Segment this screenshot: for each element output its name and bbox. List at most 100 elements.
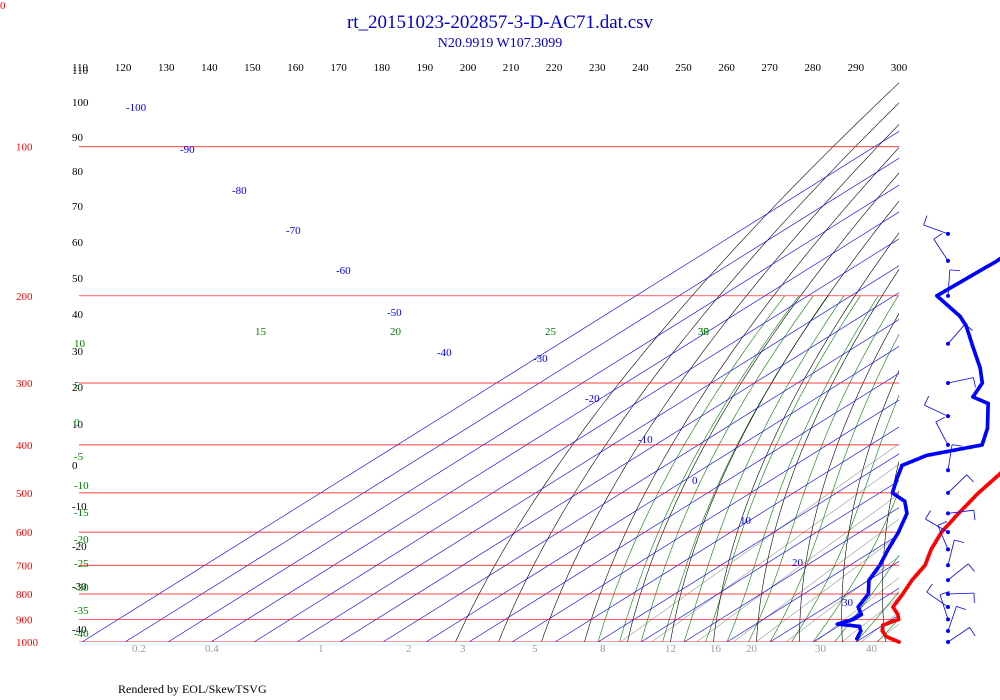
chart-title: rt_20151023-202857-3-D-AC71.dat.csv (346, 12, 654, 33)
mixing-ratio-lines (620, 444, 899, 642)
isotherm-label: -30 (533, 353, 548, 365)
moist-adiabat-line (942, 296, 1000, 642)
dry-adiabat-label: -40 (72, 624, 87, 636)
moist-adiabat-left-label: -10 (74, 480, 89, 492)
wind-barb-flag (954, 539, 965, 543)
dry-adiabat-label: 20 (72, 382, 84, 394)
mixing-ratio-label: 12 (665, 643, 676, 655)
dry-adiabat-label: 90 (72, 132, 84, 144)
moist-adiabat-label: 20 (390, 326, 402, 338)
isotherm-line (124, 157, 899, 642)
dry-adiabat-label: 110 (72, 65, 89, 77)
dry-adiabat-label: 10 (72, 419, 84, 431)
wind-barb-staff (933, 238, 949, 262)
wind-barb-flag (923, 215, 928, 226)
moist-adiabat-left-label: -20 (74, 534, 89, 546)
moist-adiabat-left-label: -40 (74, 628, 89, 640)
isotherm-label: -90 (180, 144, 195, 156)
wind-barb-flag (967, 563, 975, 572)
pressure-label: 1000 (16, 637, 39, 649)
isotherm-label: 10 (740, 515, 752, 527)
mixing-ratio-label: 8 (600, 643, 606, 655)
moist-adiabat-line (640, 295, 814, 642)
x-axis-tick-label: 130 (158, 62, 175, 74)
pressure-label: 400 (16, 440, 33, 452)
pressure-label: 300 (16, 378, 33, 390)
dry-adiabat-line (541, 123, 899, 642)
moist-adiabat-line (921, 296, 1000, 642)
isotherm-label: -100 (126, 102, 147, 114)
isotherm-label: -10 (638, 434, 653, 446)
wind-barb-flag (952, 444, 962, 447)
moist-adiabat-line (619, 295, 800, 642)
x-axis-tick-label: 150 (244, 62, 261, 74)
moist-adiabat-line (597, 295, 785, 642)
grid-labels: 110 120 130 140 150 160 170 180 190 200 210 220 230 2… (16, 62, 908, 655)
isotherm-line (210, 211, 899, 642)
dry-adiabat-line (882, 460, 899, 642)
wind-barb-staff (947, 377, 974, 384)
isotherm-line (425, 346, 899, 642)
wind-barb-flag (926, 583, 933, 593)
isotherm-line (511, 399, 899, 642)
x-axis-tick-label: 220 (546, 62, 563, 74)
isotherm-line (683, 507, 899, 642)
wind-barb-staff (923, 224, 949, 235)
dry-adiabat-line (841, 369, 899, 642)
x-axis-tick-label: 110 (72, 62, 89, 74)
wind-barb-flag (973, 510, 976, 521)
isotherm-line (597, 453, 899, 642)
isotherm-line (468, 372, 899, 642)
moist-adiabat-line (705, 295, 861, 642)
isotherm-label: -80 (232, 185, 247, 197)
x-axis-tick-label: 170 (330, 62, 347, 74)
wind-barb-staff (935, 421, 949, 446)
wind-barb-flag (973, 377, 976, 388)
isotherm-label: 30 (842, 597, 854, 609)
wind-barb-flag (925, 510, 931, 520)
mixing-ratio-label: 3 (460, 643, 466, 655)
mixing-ratio-label: 2 (406, 643, 412, 655)
moist-adiabat-left-label: -15 (74, 507, 89, 519)
corner-label: 0 (0, 0, 6, 12)
mixing-ratio-label: 0.4 (205, 643, 219, 655)
moist-adiabat-left-label: -25 (74, 558, 89, 570)
wind-barb-staff (947, 592, 975, 595)
isotherm-label: 20 (792, 557, 804, 569)
wind-barb-flag (924, 395, 930, 406)
wind-barb-flag (969, 627, 976, 637)
isotherm-label: 0 (692, 475, 698, 487)
dry-adiabat-label: -30 (72, 581, 87, 593)
dry-adiabat-line (756, 269, 899, 642)
moist-adiabat-line (855, 591, 899, 642)
dry-adiabat-label: 70 (72, 201, 84, 213)
wind-barb-staff (937, 525, 949, 550)
mixing-ratio-label: 0.2 (132, 643, 146, 655)
mixing-ratio-line (815, 577, 899, 642)
moist-adiabat-left-label: 5 (74, 380, 80, 392)
moist-adiabat-label: 25 (545, 326, 557, 338)
dry-adiabat-line (455, 82, 899, 642)
isotherm-line (339, 292, 899, 642)
mixing-ratio-label: 5 (532, 643, 538, 655)
x-axis-tick-label: 300 (891, 62, 908, 74)
moist-adiabat-line (812, 489, 899, 642)
x-axis-tick-label: 240 (632, 62, 649, 74)
wind-barb-staff (947, 269, 951, 296)
x-axis-tick-label: 290 (848, 62, 865, 74)
wind-barb-flag (956, 606, 967, 610)
wind-barb-staff (947, 323, 966, 345)
dry-adiabat-line (799, 312, 899, 642)
isotherm-line (554, 426, 899, 642)
moist-adiabat-label: 10 (74, 338, 86, 350)
pressure-label: 200 (16, 291, 33, 303)
x-axis-tick-label: 140 (201, 62, 218, 74)
pressure-label: 600 (16, 527, 33, 539)
x-axis-tick-label: 260 (718, 62, 735, 74)
sounding-traces (835, 256, 1000, 644)
isotherm-label: -20 (585, 393, 600, 405)
mixing-ratio-label: 1 (318, 643, 324, 655)
isobars (79, 146, 899, 642)
mixing-ratio-label: 30 (815, 643, 827, 655)
moist-adiabat-left-label: 0 (74, 417, 80, 429)
